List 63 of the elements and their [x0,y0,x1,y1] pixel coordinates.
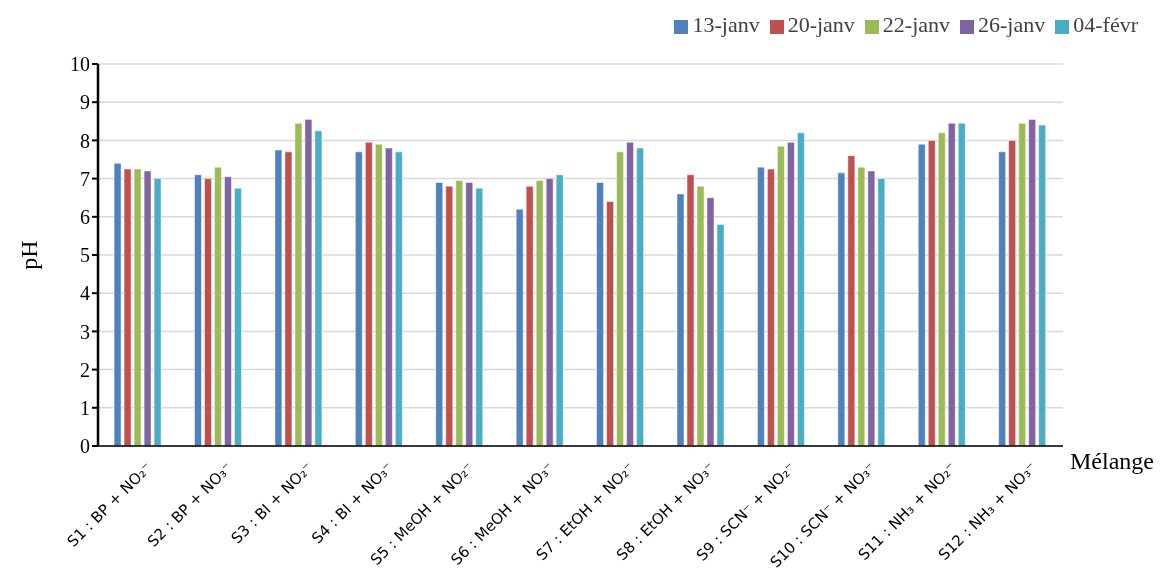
y-tick-label: 7 [80,167,90,190]
bar [354,151,363,446]
y-tick-label: 0 [80,435,90,458]
bar [877,178,886,446]
bar [555,174,564,446]
bar [626,141,635,446]
bar [937,132,946,446]
bar [847,155,856,446]
bar [194,174,202,446]
legend-label: 04-févr [1073,12,1138,37]
legend-label: 26-janv [978,12,1046,37]
bar [766,168,775,446]
bar [214,166,222,446]
y-tick-label: 4 [80,282,90,305]
y-tick-label: 5 [80,244,90,267]
bar [374,143,383,446]
bar [796,132,805,446]
bar [596,181,605,446]
bar [1008,139,1017,446]
bar [545,178,554,446]
bar [475,187,484,446]
bar [234,187,242,446]
bar [515,208,524,446]
bar [1018,122,1027,446]
bar [224,176,232,446]
bar [394,151,403,446]
bar [837,172,846,446]
bar [535,180,544,446]
bar [636,147,645,446]
y-axis-title: pH [15,240,42,270]
legend-label: 20-janv [787,12,855,37]
bar [384,147,393,446]
y-tick-label: 9 [80,91,90,114]
legend-label: 13-janv [692,12,760,37]
y-tick-label: 2 [80,358,90,381]
bar [204,178,212,446]
bar [917,143,926,446]
y-tick-label: 8 [80,129,90,152]
bar [756,166,765,446]
legend-label: 22-janv [882,12,951,37]
bar [1028,118,1037,446]
bar [1038,124,1047,446]
bar [776,145,785,446]
bar [957,122,966,446]
y-tick-label: 10 [70,53,90,76]
y-tick-label: 3 [80,320,90,343]
bar [867,170,876,446]
bar [786,141,795,446]
bar [616,151,625,446]
bar [435,181,444,446]
bar [606,201,615,446]
y-tick-label: 6 [80,205,90,228]
bar [455,180,464,446]
bar [857,166,866,446]
bar [927,139,936,446]
bar [947,122,956,446]
bar [364,141,373,446]
bar [465,181,474,446]
bar [998,151,1007,446]
bar [445,185,454,446]
bar [525,185,534,446]
y-tick-label: 1 [80,396,90,419]
x-axis-title: Mélange [1070,448,1154,475]
